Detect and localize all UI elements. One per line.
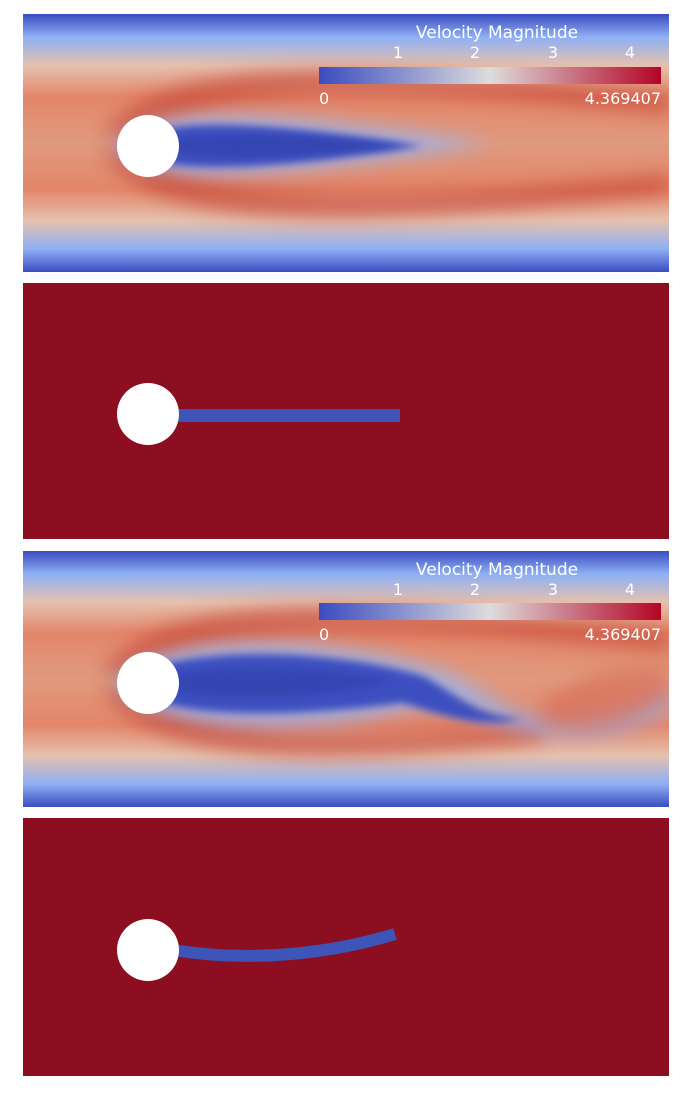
colorbar-max-label: 4.369407 (585, 625, 661, 644)
cylinder (117, 652, 179, 714)
cylinder (117, 383, 179, 445)
upper-shear-band (103, 606, 669, 681)
wake-inner (143, 668, 393, 698)
velocity-field-panel-1: Velocity Magnitude 1 2 3 4 0 4.369407 (23, 14, 669, 272)
colorbar-min-label: 0 (319, 89, 329, 108)
upper-shear-band (103, 69, 669, 144)
lower-shear-band (103, 144, 669, 219)
colorbar-title: Velocity Magnitude (416, 23, 578, 43)
colorbar-tick-1: 1 (393, 43, 403, 62)
flag-straight (173, 409, 400, 422)
colorbar-tick-4: 4 (625, 43, 635, 62)
velocity-field-plot-3: Velocity Magnitude 1 2 3 4 0 4.369407 (23, 551, 669, 807)
colorbar-1: Velocity Magnitude 1 2 3 4 0 4.369407 (319, 23, 661, 108)
solid-mask-plot-2 (23, 283, 669, 539)
wake-inner (143, 135, 403, 157)
solid-mask-panel-4 (23, 818, 669, 1076)
colorbar-tick-1: 1 (393, 580, 403, 599)
colorbar-tick-3: 3 (548, 580, 558, 599)
colorbar-gradient (319, 67, 661, 84)
colorbar-gradient (319, 603, 661, 620)
lower-shear-band (103, 681, 543, 758)
colorbar-max-label: 4.369407 (585, 89, 661, 108)
solid-mask-plot-4 (23, 818, 669, 1076)
colorbar-3: Velocity Magnitude 1 2 3 4 0 4.369407 (319, 560, 661, 644)
shed-vortex (543, 667, 669, 732)
velocity-field-plot-1: Velocity Magnitude 1 2 3 4 0 4.369407 (23, 14, 669, 272)
colorbar-tick-2: 2 (470, 43, 480, 62)
colorbar-tick-2: 2 (470, 580, 480, 599)
cylinder (117, 115, 179, 177)
solid-mask-panel-2 (23, 283, 669, 539)
colorbar-tick-4: 4 (625, 580, 635, 599)
colorbar-tick-3: 3 (548, 43, 558, 62)
velocity-field-panel-3: Velocity Magnitude 1 2 3 4 0 4.369407 (23, 551, 669, 807)
flag-bent (172, 928, 397, 962)
cylinder (117, 919, 179, 981)
colorbar-min-label: 0 (319, 625, 329, 644)
colorbar-title: Velocity Magnitude (416, 560, 578, 580)
